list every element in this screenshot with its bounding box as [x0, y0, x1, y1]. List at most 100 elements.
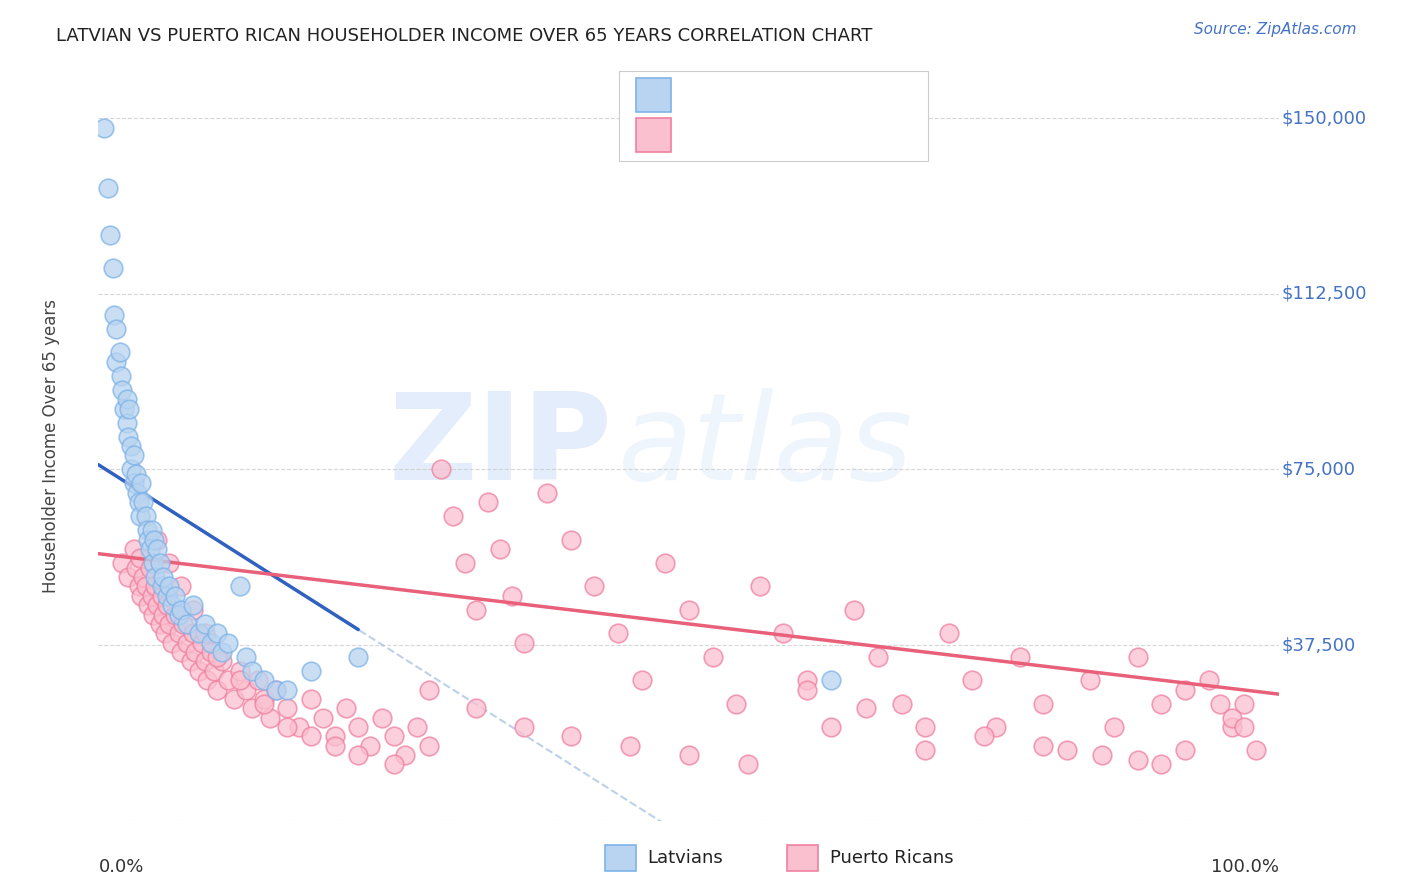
Point: [149, 617, 172, 632]
Point: [820, 720, 842, 734]
Point: [844, 603, 866, 617]
Point: [211, 655, 233, 669]
Point: [157, 556, 180, 570]
Text: Householder Income Over 65 years: Householder Income Over 65 years: [42, 299, 60, 593]
Point: [152, 607, 174, 622]
Point: [1102, 720, 1125, 734]
Point: [165, 607, 187, 622]
Point: [150, 580, 173, 594]
Point: [205, 682, 228, 697]
Point: [453, 556, 475, 570]
Point: [160, 599, 183, 613]
Point: [1244, 743, 1267, 757]
Point: [914, 743, 936, 757]
Point: [127, 485, 149, 500]
Point: [135, 580, 157, 594]
Point: [962, 673, 984, 688]
Point: [135, 523, 157, 537]
Text: $112,500: $112,500: [1282, 285, 1367, 302]
Point: [111, 383, 134, 397]
Point: [276, 682, 298, 697]
Point: [187, 626, 209, 640]
Point: [1233, 697, 1256, 711]
Point: [430, 462, 453, 476]
Point: [167, 626, 190, 640]
Point: [512, 720, 534, 734]
Point: [115, 416, 138, 430]
Point: [167, 607, 190, 622]
Text: $150,000: $150,000: [1282, 109, 1367, 128]
Point: [253, 697, 276, 711]
Point: [160, 635, 183, 649]
Point: [264, 682, 287, 697]
Point: [276, 701, 298, 715]
Point: [142, 556, 165, 570]
Point: [146, 533, 169, 547]
Text: Source: ZipAtlas.com: Source: ZipAtlas.com: [1194, 22, 1357, 37]
Point: [630, 673, 652, 688]
Point: [121, 439, 143, 453]
Point: [235, 649, 257, 664]
Point: [172, 617, 194, 632]
Point: [122, 449, 145, 463]
Point: [1091, 747, 1114, 762]
Point: [115, 392, 138, 407]
Point: [1174, 743, 1197, 757]
Point: [1032, 739, 1054, 753]
Point: [1056, 743, 1078, 757]
Point: [146, 599, 169, 613]
Point: [394, 747, 416, 762]
Point: [583, 580, 606, 594]
Point: [125, 561, 148, 575]
Point: [253, 692, 276, 706]
Point: [866, 649, 889, 664]
Point: [170, 603, 193, 617]
Point: [194, 655, 217, 669]
Point: [984, 720, 1007, 734]
Point: [560, 730, 582, 744]
Text: 0.0%: 0.0%: [98, 858, 143, 876]
Point: [170, 645, 193, 659]
Point: [157, 617, 180, 632]
Text: ZIP: ZIP: [388, 387, 612, 505]
Point: [335, 701, 357, 715]
Point: [128, 495, 150, 509]
Point: [165, 589, 187, 603]
Point: [139, 542, 162, 557]
Point: [702, 649, 724, 664]
Point: [217, 635, 239, 649]
Point: [176, 617, 198, 632]
Point: [200, 635, 222, 649]
Point: [118, 401, 141, 416]
Point: [973, 730, 995, 744]
Point: [253, 673, 276, 688]
Point: [299, 730, 322, 744]
Point: [141, 589, 163, 603]
Text: Puerto Ricans: Puerto Ricans: [830, 849, 953, 867]
Point: [465, 701, 488, 715]
Point: [938, 626, 960, 640]
Point: [1032, 697, 1054, 711]
Point: [371, 710, 394, 724]
Point: [125, 467, 148, 482]
Text: R = -0.248   N = 60: R = -0.248 N = 60: [688, 85, 880, 104]
Point: [205, 626, 228, 640]
Point: [110, 368, 132, 383]
Point: [1220, 710, 1243, 724]
Point: [796, 682, 818, 697]
Point: [105, 322, 128, 336]
Text: $75,000: $75,000: [1282, 460, 1355, 478]
Point: [117, 570, 139, 584]
Point: [156, 599, 179, 613]
Point: [180, 655, 202, 669]
Point: [129, 589, 152, 603]
Point: [97, 181, 120, 195]
Point: [1198, 673, 1220, 688]
Point: [1150, 757, 1173, 772]
Point: [264, 682, 287, 697]
Point: [1126, 649, 1149, 664]
Text: $37,500: $37,500: [1282, 636, 1355, 654]
Point: [382, 757, 405, 772]
Text: atlas: atlas: [619, 387, 914, 505]
Point: [176, 635, 198, 649]
